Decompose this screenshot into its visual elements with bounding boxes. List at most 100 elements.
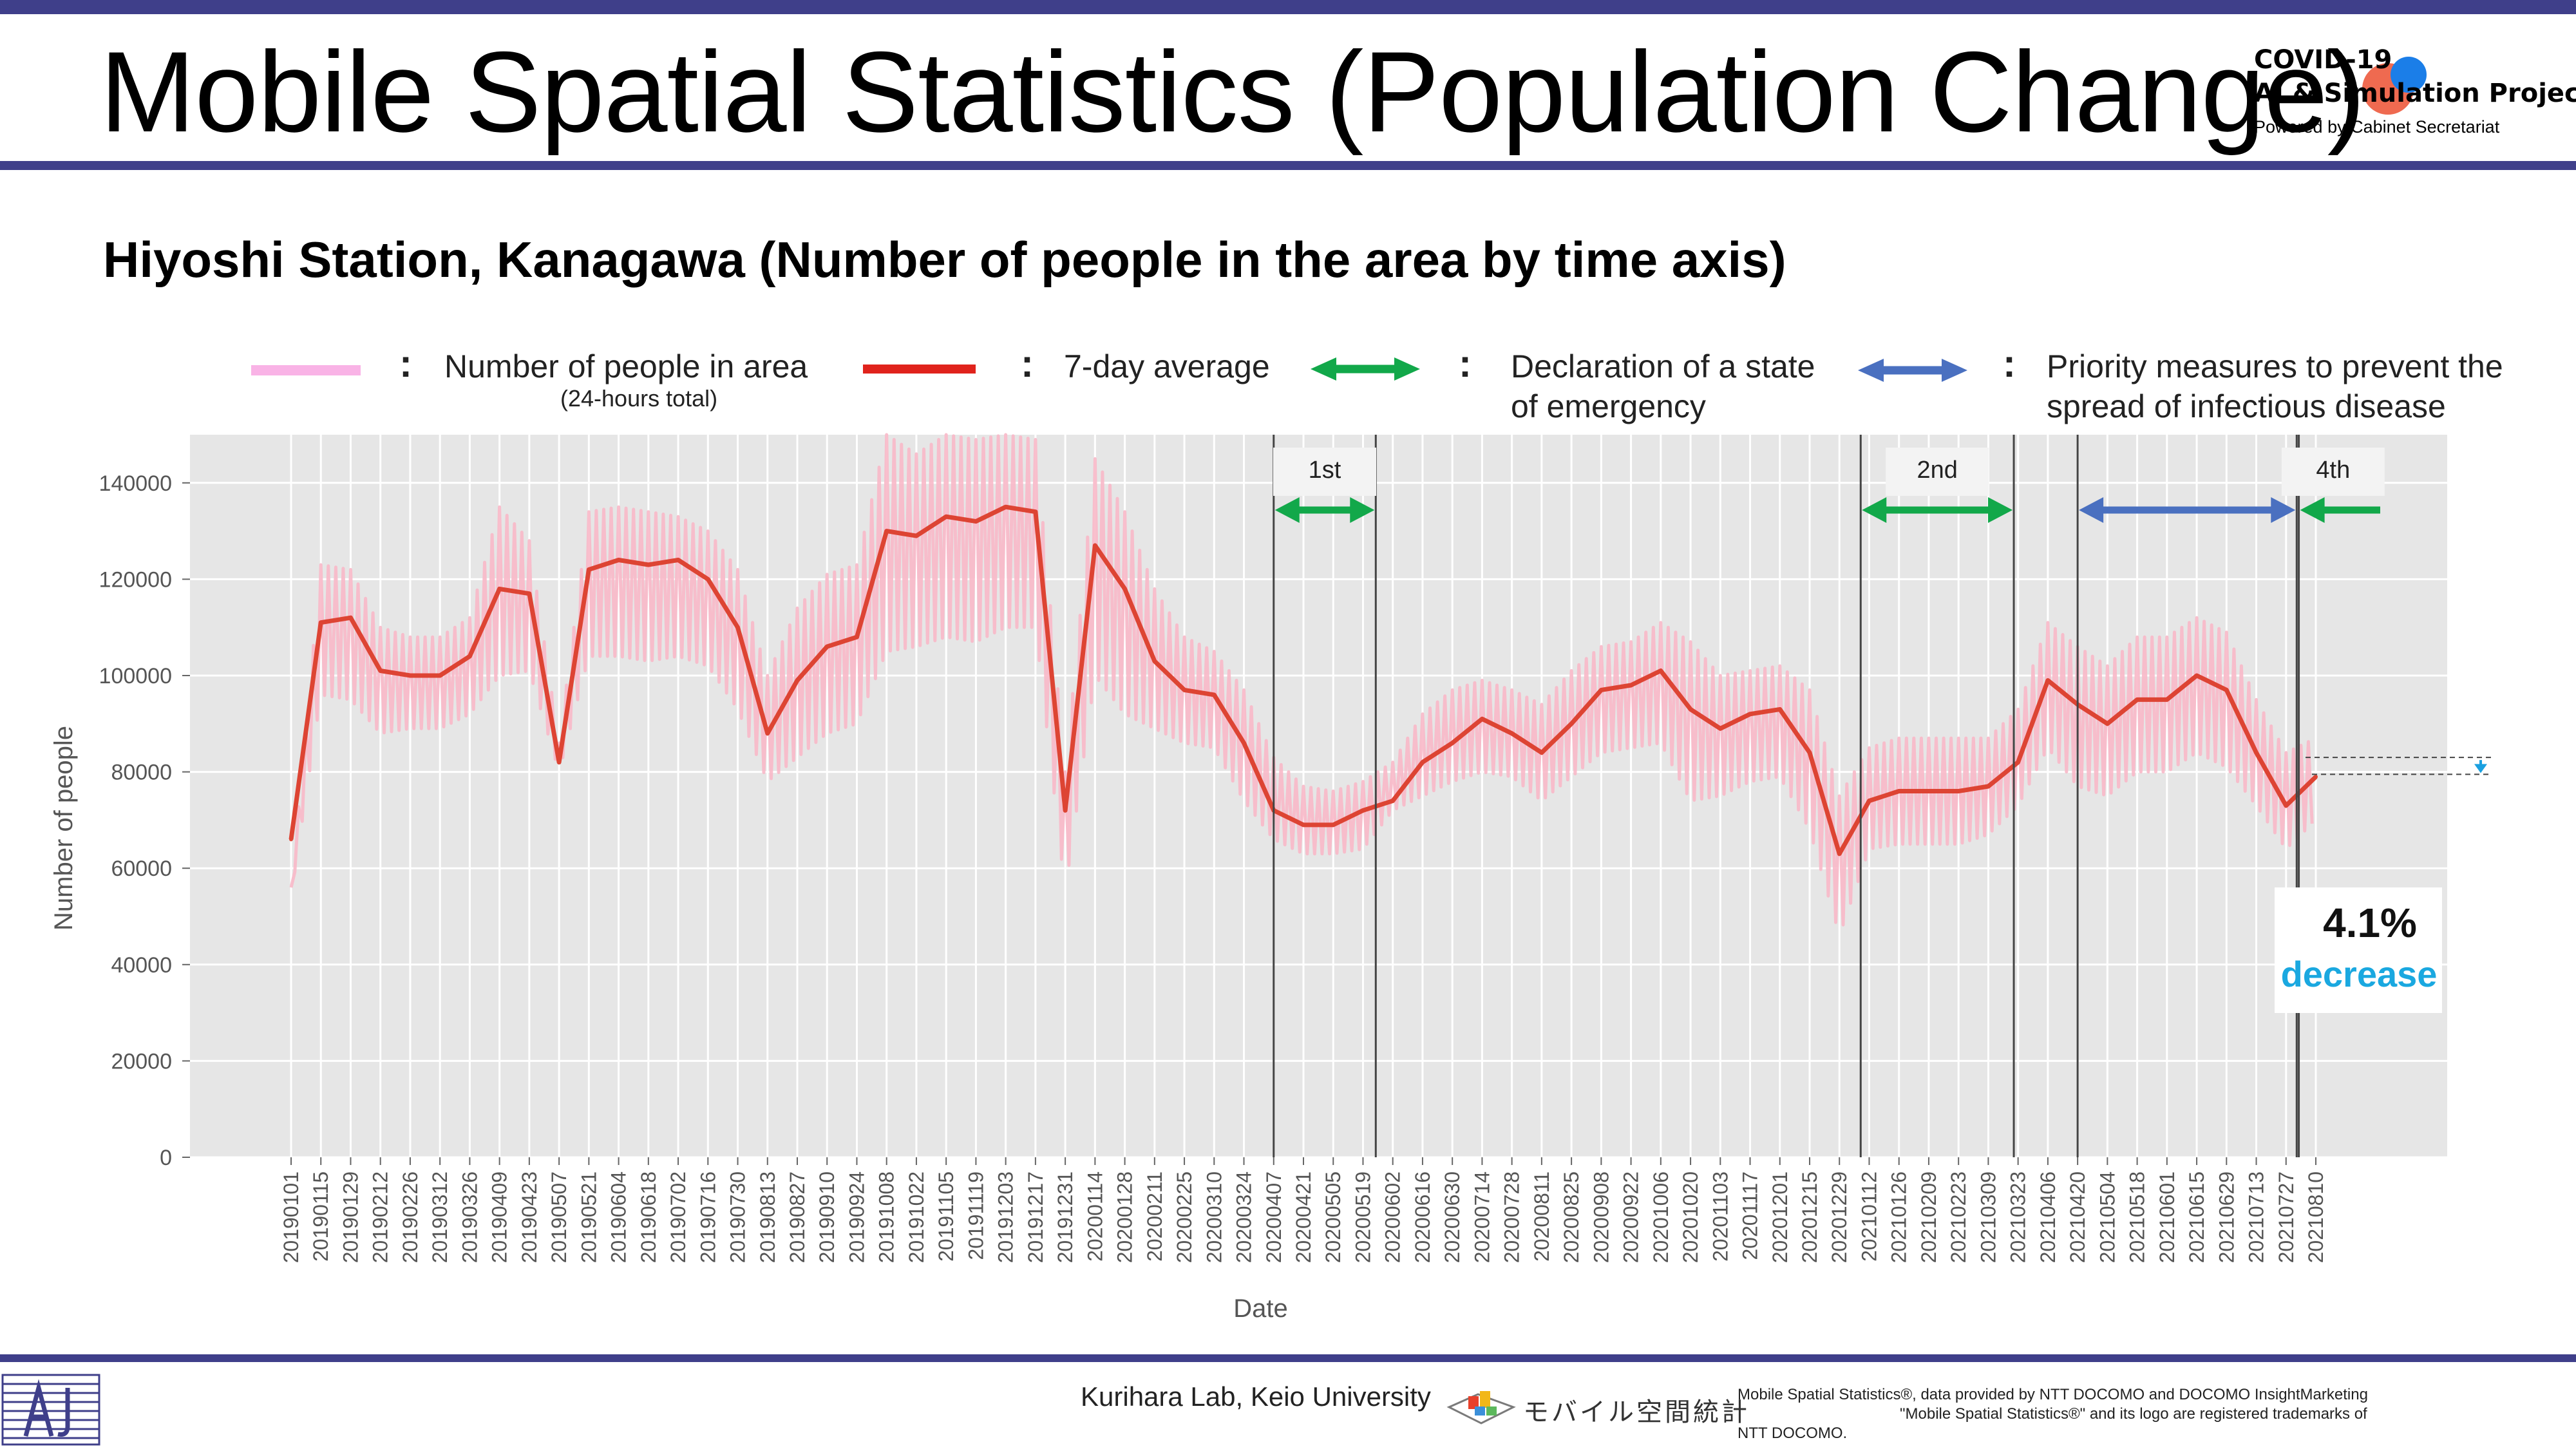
x-tick-label: 20190924 xyxy=(845,1171,868,1263)
x-tick-label: 20201006 xyxy=(1649,1171,1672,1263)
period-label-box xyxy=(1886,448,1989,496)
y-tick-label: 0 xyxy=(160,1146,172,1170)
period-arrow-head xyxy=(2300,497,2325,523)
legend-colon-1: : xyxy=(399,342,412,385)
average-point xyxy=(2224,688,2229,692)
x-tick-label: 20200225 xyxy=(1173,1171,1196,1263)
period-label-box xyxy=(2281,448,2385,496)
y-tick-label: 80000 xyxy=(111,761,172,785)
average-point xyxy=(1569,721,1574,726)
average-point xyxy=(1956,789,1961,793)
x-tick-label: 20190618 xyxy=(637,1171,660,1263)
average-point xyxy=(944,515,949,519)
keio-lab-logo xyxy=(1,1374,100,1446)
x-tick-label: 20190326 xyxy=(458,1171,481,1263)
annotation-value: 4.1% xyxy=(2323,900,2417,946)
legend-swatches xyxy=(251,357,1967,382)
average-point xyxy=(1718,726,1723,731)
x-tick-label: 20190521 xyxy=(577,1171,600,1263)
average-point xyxy=(914,534,918,538)
x-tick-label: 20190212 xyxy=(369,1171,392,1263)
x-tick-label: 20190101 xyxy=(279,1171,303,1263)
average-point xyxy=(2164,697,2169,702)
footer-rule xyxy=(0,1354,2576,1362)
x-tick-label: 20200519 xyxy=(1351,1171,1374,1263)
period-arrow-head xyxy=(1274,497,1300,523)
y-axis-title: Number of people xyxy=(50,726,78,931)
legend-swatch-emergency xyxy=(1311,357,1420,381)
average-point xyxy=(1658,668,1663,673)
average-point xyxy=(1331,822,1336,827)
x-tick-label: 20190226 xyxy=(399,1171,422,1263)
average-point xyxy=(2254,750,2259,755)
average-point xyxy=(1926,789,1931,793)
x-tick-label: 20200616 xyxy=(1411,1171,1434,1263)
x-tick-label: 20200310 xyxy=(1202,1171,1226,1263)
average-point xyxy=(1689,707,1693,712)
x-axis-title: Date xyxy=(1233,1294,1288,1323)
average-point xyxy=(408,674,412,677)
x-tick-label: 20210323 xyxy=(2007,1171,2030,1263)
x-tick-label: 20191022 xyxy=(905,1171,928,1263)
average-point xyxy=(735,625,740,630)
x-tick-label: 20190507 xyxy=(547,1171,571,1263)
logo-line-1: COVID-19 xyxy=(2254,45,2392,75)
x-tick-label: 20200128 xyxy=(1113,1171,1137,1263)
x-tick-label: 20190813 xyxy=(756,1171,779,1263)
msm-cube-icon xyxy=(1446,1391,1516,1425)
x-tick-label: 20200922 xyxy=(1620,1171,1643,1263)
average-point xyxy=(1152,659,1157,663)
chart-subtitle: Hiyoshi Station, Kanagawa (Number of peo… xyxy=(103,231,1786,288)
period-label-box xyxy=(1273,448,1377,496)
average-point xyxy=(1093,544,1097,548)
legend-label-emergency-2: of emergency xyxy=(1511,388,1706,424)
x-tick-label: 20190730 xyxy=(726,1171,750,1263)
average-point xyxy=(1808,750,1812,755)
average-point xyxy=(1748,712,1752,716)
period-arrow-head xyxy=(1988,497,2013,523)
average-point xyxy=(646,562,650,567)
y-tick-label: 100000 xyxy=(99,664,172,688)
x-tick-label: 20210518 xyxy=(2126,1171,2149,1263)
x-tick-label: 20210112 xyxy=(1857,1171,1880,1262)
page-title: Mobile Spatial Statistics (Population Ch… xyxy=(100,28,2365,156)
average-point xyxy=(884,529,889,533)
x-tick-label: 20190910 xyxy=(815,1171,838,1263)
average-point xyxy=(1182,688,1187,692)
average-point xyxy=(616,558,621,562)
x-tick-label: 20200908 xyxy=(1589,1171,1613,1263)
x-tick-label: 20200421 xyxy=(1292,1171,1315,1263)
period-arrow-head xyxy=(2079,497,2104,523)
average-point xyxy=(2045,678,2050,683)
x-tick-label: 20201117 xyxy=(1739,1171,1762,1260)
logo-blue-dot xyxy=(2391,57,2427,93)
average-point xyxy=(706,577,710,582)
x-tick-label: 20190702 xyxy=(667,1171,690,1263)
x-tick-label: 20200825 xyxy=(1560,1171,1583,1263)
average-point xyxy=(468,654,472,659)
average-point xyxy=(1867,799,1871,803)
average-point xyxy=(497,587,502,591)
average-point xyxy=(587,567,591,572)
legend-colon-4: : xyxy=(2003,342,2016,385)
x-tick-label: 20201201 xyxy=(1768,1171,1792,1263)
x-tick-label: 20210629 xyxy=(2215,1171,2238,1263)
average-point xyxy=(1420,760,1425,764)
x-tick-label: 20190604 xyxy=(607,1171,630,1263)
x-tick-label: 20200602 xyxy=(1381,1171,1405,1263)
average-point xyxy=(795,678,799,683)
average-point xyxy=(1212,692,1217,697)
legend-swatch-priority xyxy=(1858,359,1967,382)
average-point xyxy=(438,674,442,677)
average-point xyxy=(1390,799,1395,803)
x-tick-label: 20200114 xyxy=(1083,1171,1106,1262)
average-point xyxy=(319,620,323,625)
y-tick-label: 20000 xyxy=(111,1049,172,1074)
average-point xyxy=(527,591,531,596)
x-tick-label: 20201020 xyxy=(1679,1171,1702,1263)
decrease-arrow-head xyxy=(2474,764,2487,773)
average-point xyxy=(1242,741,1246,745)
y-tick-label: 140000 xyxy=(99,471,172,496)
x-tick-label: 20200630 xyxy=(1441,1171,1464,1263)
x-tick-label: 20210727 xyxy=(2275,1171,2298,1263)
